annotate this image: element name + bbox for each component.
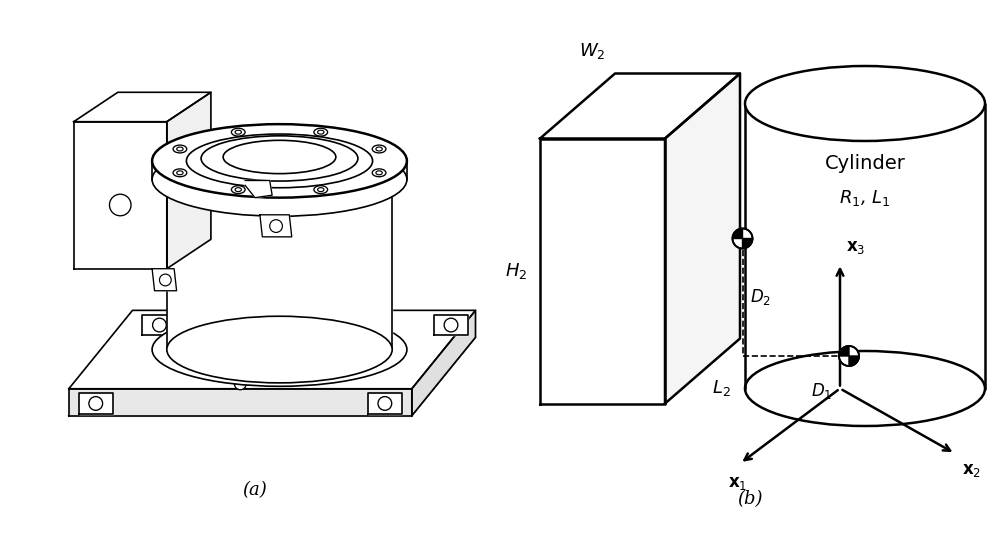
Polygon shape — [434, 315, 468, 335]
Ellipse shape — [177, 171, 183, 175]
Circle shape — [839, 346, 859, 366]
Polygon shape — [540, 139, 665, 403]
Ellipse shape — [235, 188, 241, 192]
Circle shape — [732, 228, 753, 248]
Polygon shape — [69, 389, 412, 416]
Text: (b): (b) — [737, 491, 763, 509]
Ellipse shape — [372, 145, 386, 153]
Polygon shape — [69, 310, 476, 389]
Polygon shape — [167, 92, 211, 268]
Ellipse shape — [745, 66, 985, 141]
Circle shape — [444, 318, 458, 332]
Ellipse shape — [177, 317, 382, 377]
Ellipse shape — [318, 130, 324, 134]
Ellipse shape — [235, 130, 241, 134]
Circle shape — [159, 274, 171, 286]
Wedge shape — [732, 228, 742, 238]
Text: $L_2$: $L_2$ — [712, 379, 731, 398]
Polygon shape — [74, 92, 211, 121]
Polygon shape — [167, 161, 392, 350]
Ellipse shape — [152, 313, 407, 387]
Ellipse shape — [173, 145, 187, 153]
Text: $D_2$: $D_2$ — [750, 287, 771, 307]
Ellipse shape — [201, 136, 358, 181]
Wedge shape — [742, 238, 753, 248]
Text: Cylinder: Cylinder — [825, 154, 905, 173]
Ellipse shape — [173, 169, 187, 177]
Polygon shape — [152, 268, 177, 291]
Ellipse shape — [376, 147, 382, 151]
Text: $R_1$, $L_1$: $R_1$, $L_1$ — [839, 188, 891, 208]
Ellipse shape — [318, 188, 324, 192]
Circle shape — [234, 378, 246, 390]
Ellipse shape — [186, 134, 373, 188]
Circle shape — [378, 397, 392, 411]
Polygon shape — [69, 338, 476, 416]
Ellipse shape — [314, 128, 328, 136]
Text: $W_2$: $W_2$ — [579, 41, 606, 61]
Polygon shape — [412, 310, 476, 416]
Ellipse shape — [152, 143, 407, 216]
Polygon shape — [74, 121, 167, 268]
Circle shape — [89, 397, 103, 411]
Circle shape — [153, 318, 166, 332]
Circle shape — [270, 219, 282, 232]
Ellipse shape — [167, 316, 392, 383]
Circle shape — [109, 194, 131, 216]
Wedge shape — [839, 346, 849, 356]
Text: $D_1$: $D_1$ — [811, 381, 832, 401]
Polygon shape — [245, 180, 272, 198]
Text: (a): (a) — [243, 481, 267, 499]
Wedge shape — [849, 356, 859, 366]
Ellipse shape — [231, 185, 245, 193]
Text: $H_2$: $H_2$ — [505, 261, 528, 281]
Ellipse shape — [314, 185, 328, 193]
Polygon shape — [79, 393, 113, 414]
Ellipse shape — [177, 147, 183, 151]
Polygon shape — [260, 215, 292, 237]
Ellipse shape — [372, 169, 386, 177]
Ellipse shape — [152, 124, 407, 198]
Polygon shape — [745, 104, 985, 388]
Polygon shape — [665, 74, 740, 403]
Text: $\mathbf{x}_3$: $\mathbf{x}_3$ — [846, 238, 865, 256]
Ellipse shape — [376, 171, 382, 175]
Polygon shape — [142, 315, 177, 335]
Ellipse shape — [231, 128, 245, 136]
Polygon shape — [368, 393, 402, 414]
Ellipse shape — [745, 351, 985, 426]
Ellipse shape — [223, 140, 336, 174]
Polygon shape — [540, 74, 740, 139]
Text: $\mathbf{x}_1$: $\mathbf{x}_1$ — [728, 473, 747, 491]
Text: $\mathbf{x}_2$: $\mathbf{x}_2$ — [962, 461, 982, 479]
